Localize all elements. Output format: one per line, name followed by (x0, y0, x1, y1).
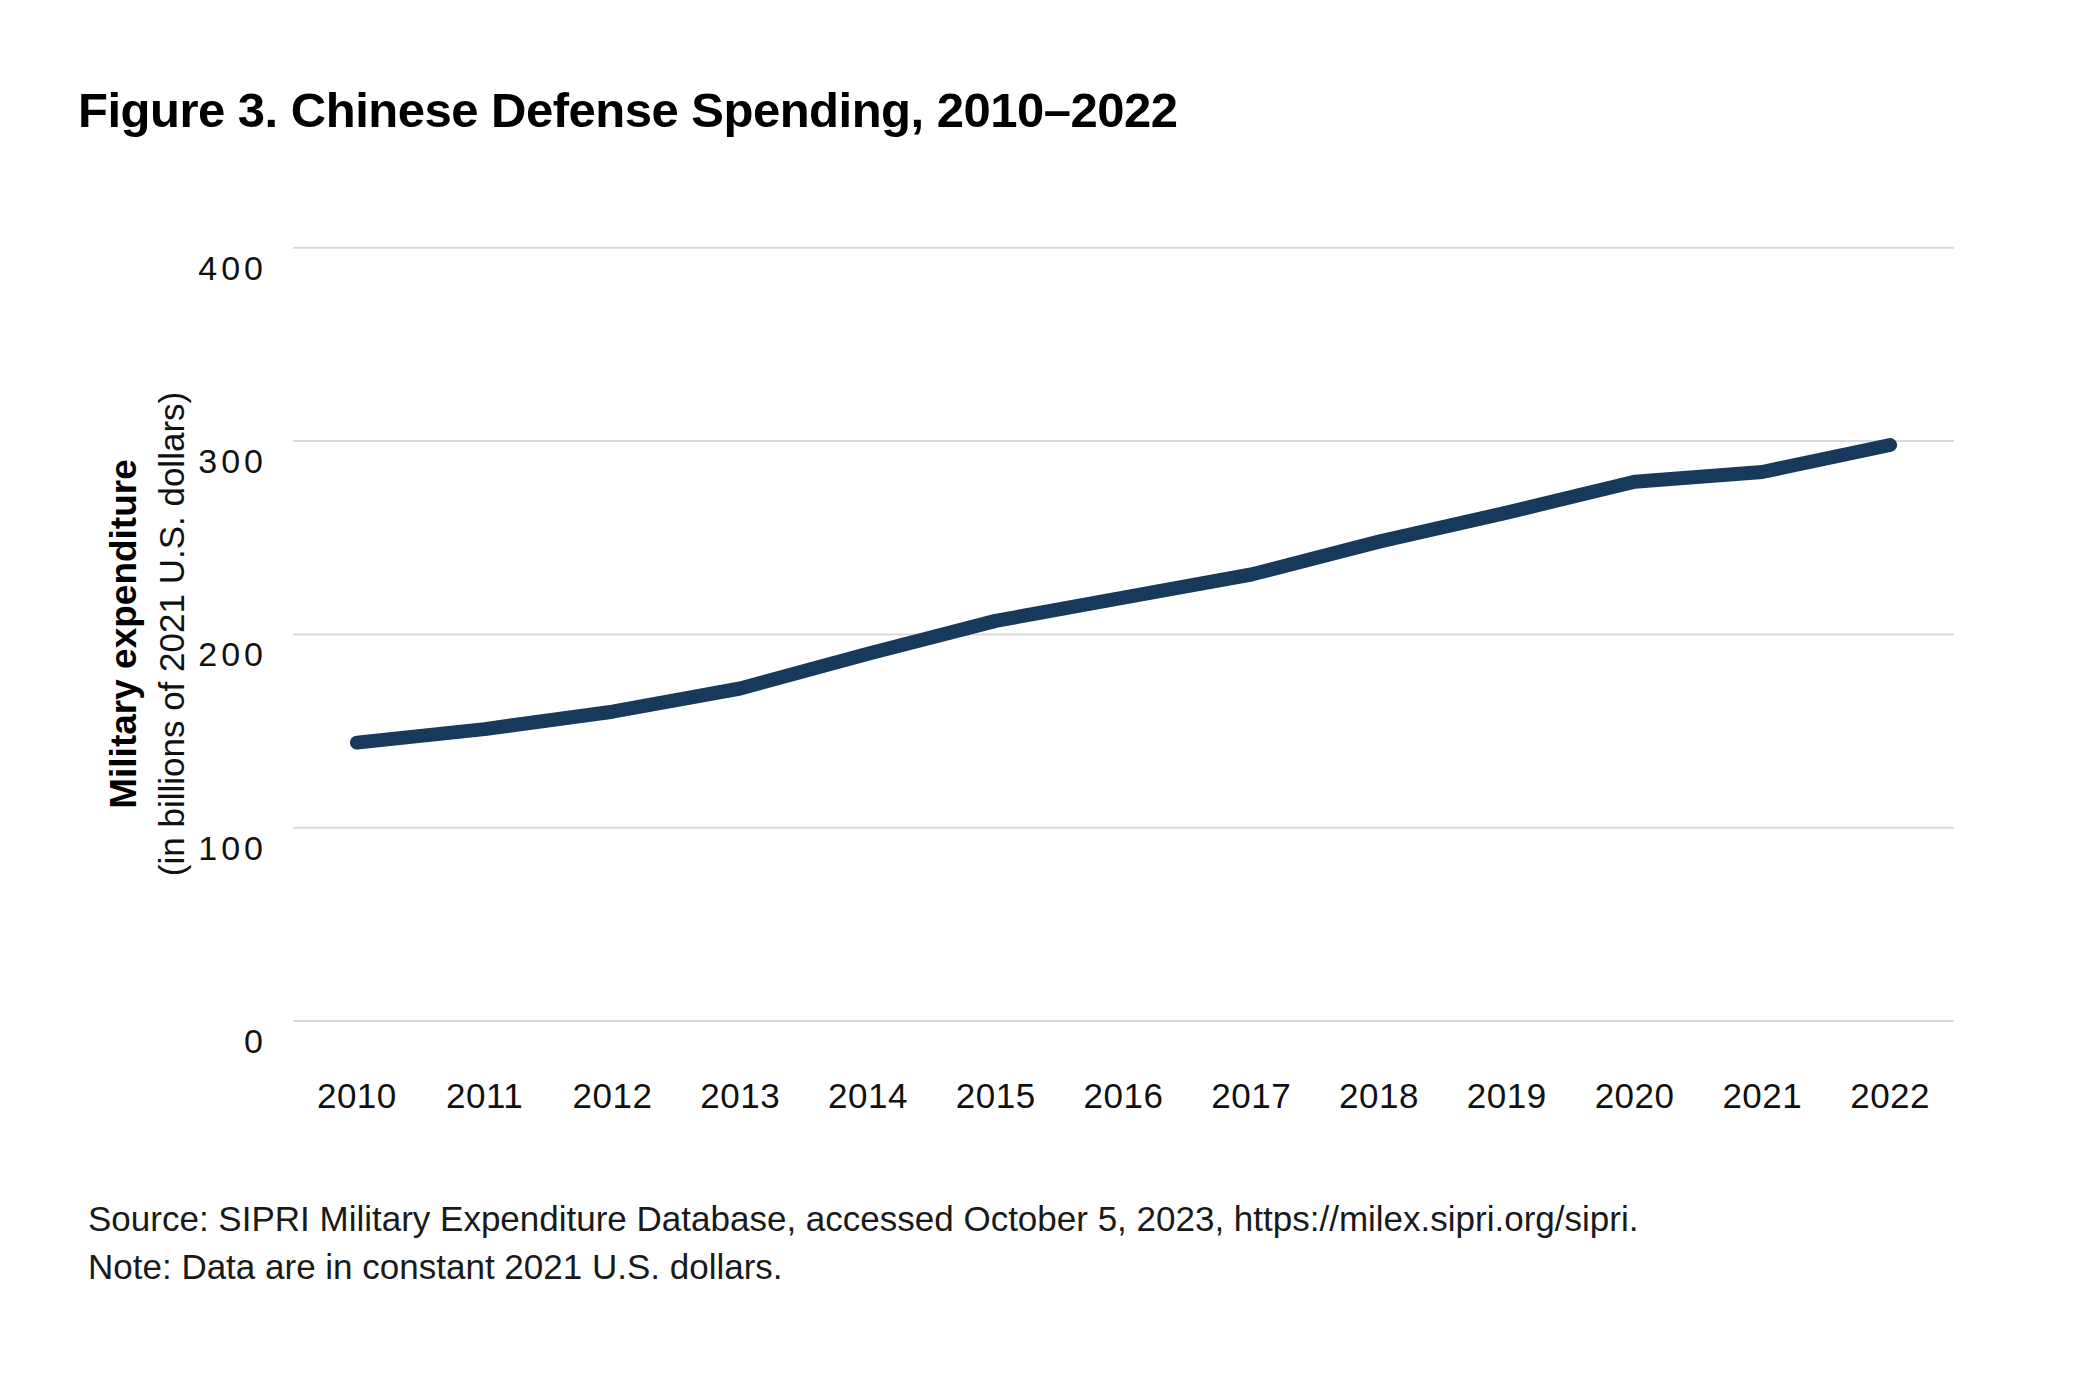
x-tick-label-2012: 2012 (572, 1076, 652, 1115)
x-tick-label-2018: 2018 (1339, 1076, 1419, 1115)
x-tick-label-2021: 2021 (1722, 1076, 1802, 1115)
y-tick-label-300: 300 (198, 442, 267, 480)
x-tick-label-2013: 2013 (700, 1076, 780, 1115)
data-note: Note: Data are in constant 2021 U.S. dol… (88, 1243, 1638, 1291)
x-tick-label-2019: 2019 (1467, 1076, 1547, 1115)
x-tick-label-2015: 2015 (956, 1076, 1036, 1115)
x-tick-label-2016: 2016 (1084, 1076, 1164, 1115)
x-tick-label-2022: 2022 (1850, 1076, 1930, 1115)
y-tick-label-200: 200 (198, 635, 267, 673)
figure-footer: Source: SIPRI Military Expenditure Datab… (88, 1195, 1638, 1291)
spending-line (357, 445, 1890, 743)
x-tick-label-2010: 2010 (317, 1076, 397, 1115)
source-note: Source: SIPRI Military Expenditure Datab… (88, 1195, 1638, 1243)
y-tick-label-400: 400 (198, 249, 267, 287)
y-tick-label-0: 0 (244, 1022, 267, 1060)
x-tick-label-2011: 2011 (446, 1076, 523, 1115)
y-tick-label-100: 100 (198, 829, 267, 867)
x-tick-label-2017: 2017 (1211, 1076, 1291, 1115)
x-tick-label-2014: 2014 (828, 1076, 908, 1115)
x-tick-label-2020: 2020 (1595, 1076, 1675, 1115)
line-chart: 0 100 200 300 400 2010 2011 2012 2013 2014 2015 201… (0, 0, 2084, 1379)
